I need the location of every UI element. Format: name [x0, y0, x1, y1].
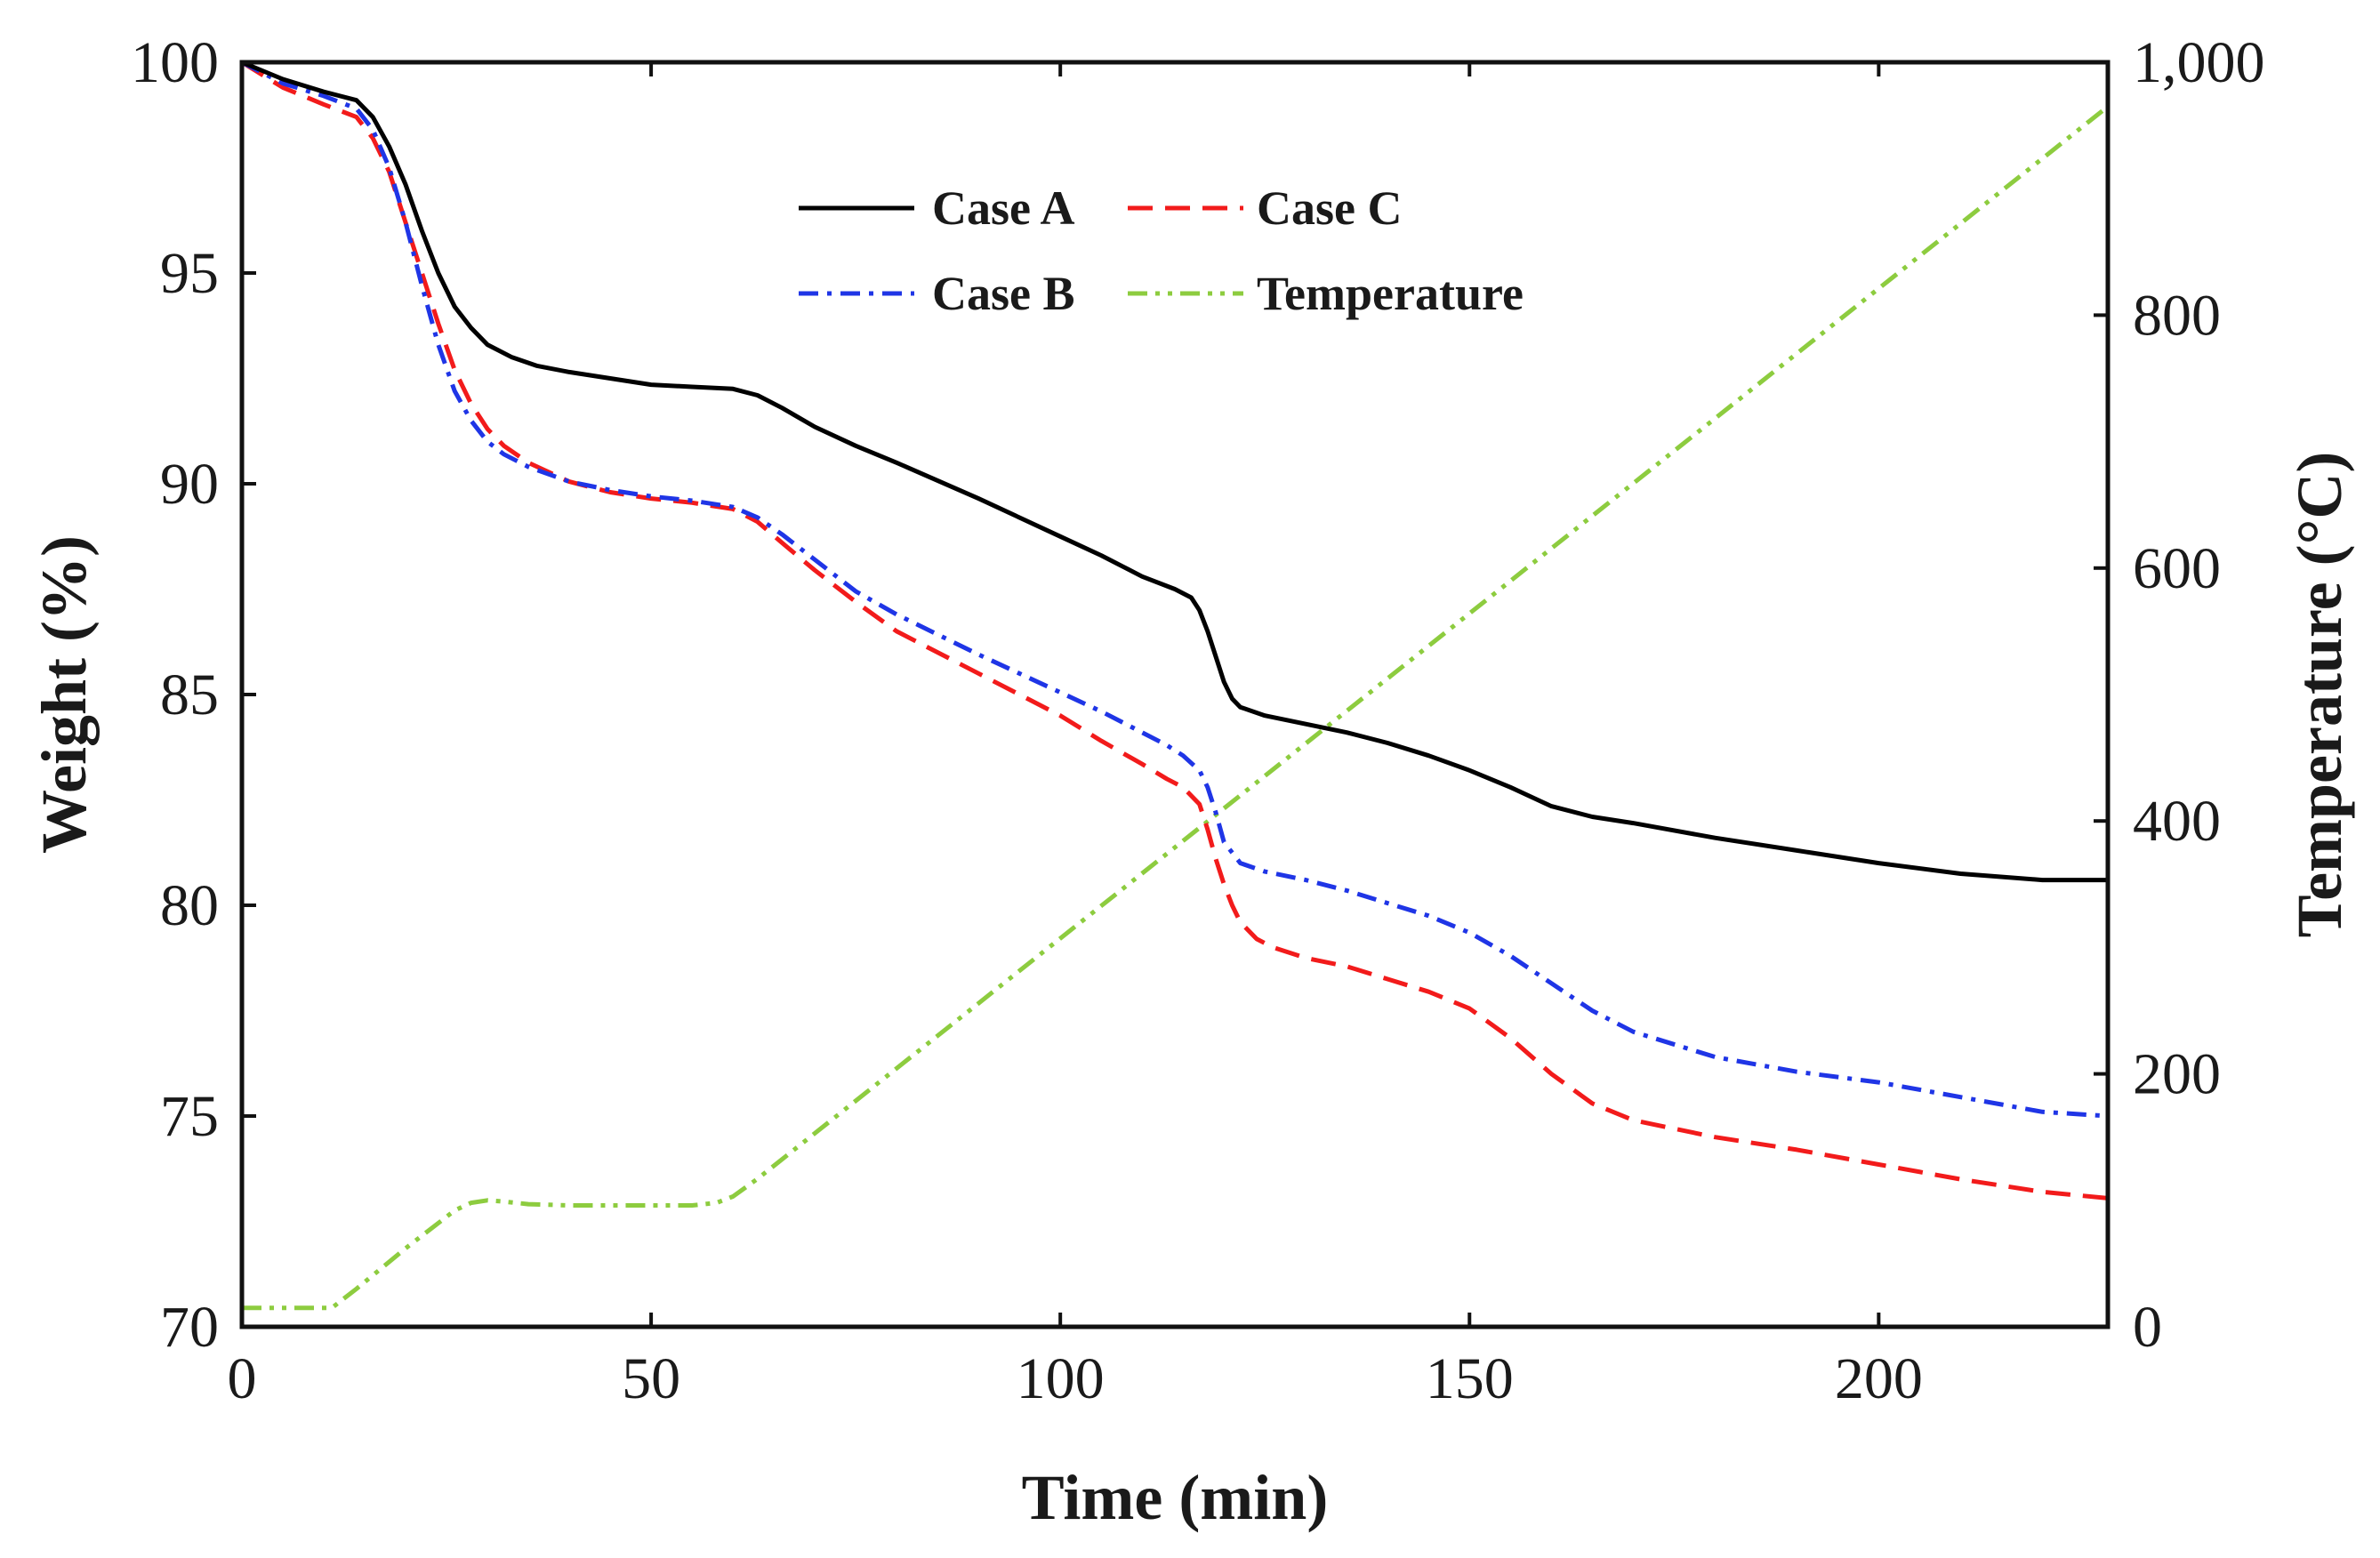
x-tick-label: 200	[1835, 1346, 1923, 1411]
series-line-case-b	[240, 60, 2109, 1119]
y-tick-label: 95	[160, 241, 219, 306]
y-tick-label: 70	[160, 1295, 219, 1360]
series-line-case-c	[240, 60, 2109, 1201]
y2-tick-label: 800	[2133, 283, 2221, 348]
y2-tick-label: 600	[2133, 536, 2221, 601]
y2-tick-label: 1,000	[2133, 30, 2265, 95]
y2-axis-title: Temperature (°C)	[2284, 452, 2355, 938]
y-tick-label: 100	[131, 30, 219, 95]
y-tick-label: 80	[160, 873, 219, 938]
y2-tick-label: 0	[2133, 1295, 2162, 1360]
plot-frame	[239, 60, 2111, 1329]
x-axis-title: Time (min)	[1022, 1462, 1329, 1533]
legend-label-case-c: Case C	[1257, 181, 1402, 235]
legend: Case A Case C Case B Temperature	[799, 181, 1524, 320]
x-tick-label: 0	[228, 1346, 257, 1411]
series-line-case-a	[241, 60, 2108, 883]
y-tick-label: 85	[160, 663, 219, 727]
x-tick-label: 150	[1426, 1346, 1514, 1411]
legend-label-temperature: Temperature	[1257, 267, 1524, 320]
x-tick-label: 50	[622, 1346, 680, 1411]
y2-tick-label: 200	[2133, 1042, 2221, 1107]
y2-tick-label: 400	[2133, 789, 2221, 854]
x-tick-label: 100	[1017, 1346, 1105, 1411]
legend-label-case-b: Case B	[932, 267, 1075, 320]
y-tick-label: 90	[160, 452, 219, 517]
y-tick-label: 75	[160, 1084, 219, 1149]
y-axis-title: Weight (%)	[28, 535, 100, 854]
series-line-temperature	[242, 104, 2110, 1311]
legend-label-case-a: Case A	[932, 181, 1075, 235]
